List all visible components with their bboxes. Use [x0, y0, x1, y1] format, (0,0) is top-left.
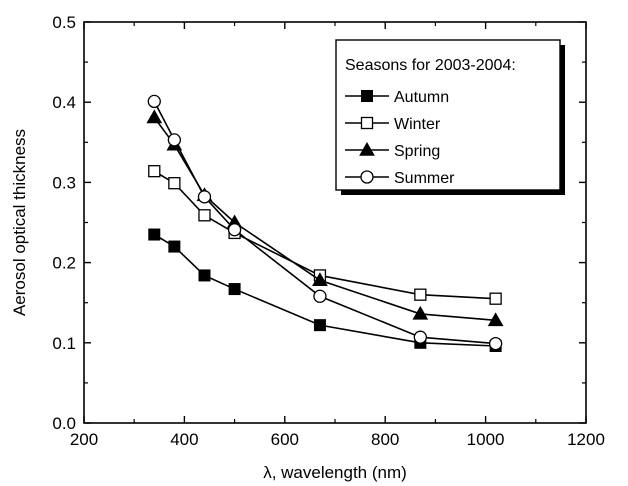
x-tick-label: 200	[70, 430, 98, 449]
y-tick-label: 0.1	[52, 334, 76, 353]
x-tick-label: 1200	[567, 430, 605, 449]
data-point	[146, 109, 163, 124]
legend-label: Autumn	[394, 89, 449, 106]
data-point	[167, 133, 182, 147]
data-point	[228, 283, 241, 296]
data-point	[312, 272, 328, 286]
data-point	[360, 170, 374, 184]
y-tick-label: 0.3	[52, 173, 76, 192]
series-summer	[147, 94, 503, 351]
data-point	[168, 240, 181, 253]
data-point	[198, 209, 211, 222]
legend-label: Summer	[394, 170, 455, 187]
data-point	[313, 289, 327, 303]
x-axis-label: λ, wavelength (nm)	[263, 463, 407, 482]
data-point	[148, 165, 161, 178]
data-point	[489, 292, 502, 305]
y-tick-label: 0.5	[52, 13, 76, 32]
data-point	[148, 228, 161, 241]
x-tick-label: 400	[170, 430, 198, 449]
y-axis-label: Aerosol optical thickness	[10, 129, 29, 316]
data-point	[227, 223, 242, 237]
data-point	[414, 288, 427, 301]
x-tick-label: 600	[271, 430, 299, 449]
data-point	[487, 312, 504, 327]
legend-box	[335, 39, 561, 191]
y-tick-label: 0.0	[52, 414, 76, 433]
x-tick-label: 1000	[467, 430, 505, 449]
data-point	[147, 94, 161, 109]
ticks: 200 400 600 800 1000 1200 0.0 0.1 0.2 0.3 0.4 0.5	[52, 13, 605, 449]
data-point	[361, 90, 373, 102]
data-point	[359, 141, 375, 156]
legend: Seasons for 2003-2004: Autumn Winter Spring…	[335, 39, 565, 195]
legend-title: Seasons for 2003-2004:	[345, 57, 516, 74]
y-tick-label: 0.4	[52, 93, 76, 112]
y-tick-label: 0.2	[52, 254, 76, 273]
legend-label: Spring	[394, 143, 440, 160]
data-point	[360, 116, 374, 130]
legend-label: Winter	[394, 116, 441, 133]
data-point	[313, 319, 326, 332]
series-autumn	[148, 228, 502, 353]
data-point	[168, 177, 181, 190]
data-point	[412, 305, 429, 320]
data-point	[198, 269, 211, 282]
data-point	[413, 330, 427, 344]
x-tick-label: 800	[371, 430, 399, 449]
plot-series	[146, 94, 504, 353]
data-point	[488, 336, 503, 351]
data-point	[197, 190, 212, 204]
